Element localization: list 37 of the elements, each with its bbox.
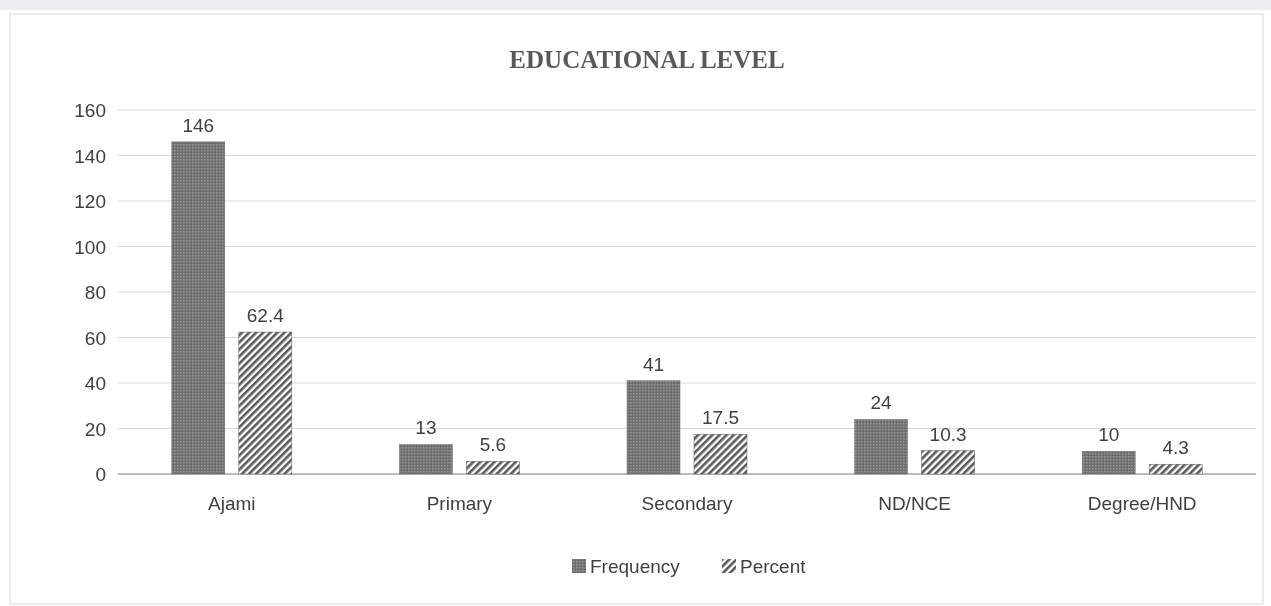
data-label: 13 — [415, 417, 437, 439]
bar — [626, 380, 681, 475]
data-label: 17.5 — [702, 407, 739, 429]
y-tick-label: 160 — [74, 100, 106, 121]
legend-label: Frequency — [590, 556, 681, 577]
bar — [921, 450, 975, 475]
y-tick-label: 80 — [84, 282, 106, 303]
data-label: 146 — [182, 114, 215, 136]
bar — [1081, 451, 1136, 475]
bar — [854, 419, 908, 475]
y-tick-label: 120 — [74, 191, 106, 212]
y-tick-label: 40 — [84, 373, 106, 394]
data-label: 24 — [870, 392, 893, 414]
chart-title: EDUCATIONAL LEVEL — [509, 46, 785, 73]
y-tick-label: 100 — [74, 236, 106, 258]
x-tick-label: Ajami — [208, 493, 256, 514]
bar — [399, 444, 453, 475]
y-tick-label: 20 — [84, 418, 106, 440]
y-tick-label: 60 — [84, 327, 106, 349]
data-label: 10.3 — [929, 423, 967, 445]
legend-label: Percent — [740, 556, 807, 577]
x-tick-label: Secondary — [641, 493, 733, 514]
bar — [238, 331, 293, 475]
bar — [1148, 463, 1203, 475]
data-label: 4.3 — [1162, 437, 1189, 459]
data-label: 62.4 — [246, 305, 285, 327]
x-tick-label: Primary — [426, 493, 493, 514]
y-tick-label: 0 — [95, 464, 106, 485]
y-tick-label: 140 — [74, 145, 106, 167]
data-label: 5.6 — [479, 434, 507, 456]
bar — [466, 461, 520, 475]
data-label: 10 — [1098, 424, 1120, 446]
bar — [171, 141, 226, 475]
x-tick-label: Degree/HND — [1087, 493, 1197, 514]
x-tick-label: ND/NCE — [878, 493, 952, 514]
bar — [693, 433, 748, 475]
data-label: 41 — [642, 353, 665, 375]
